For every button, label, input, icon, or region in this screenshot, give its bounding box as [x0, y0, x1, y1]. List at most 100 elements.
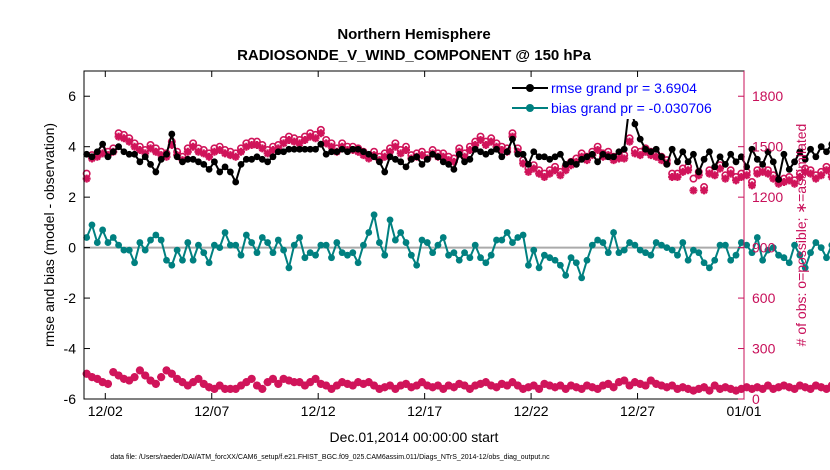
obs-assimilated-point — [300, 135, 309, 144]
obs-assimilated-point — [93, 152, 102, 161]
obs-assimilated-point — [210, 147, 219, 156]
bias-series-point — [125, 246, 133, 254]
bias-series-point — [232, 241, 240, 249]
bias-series-point — [604, 249, 612, 257]
rmse-series-point — [748, 145, 756, 153]
rmse-series-point — [594, 158, 602, 166]
bias-series-point — [578, 274, 586, 282]
obs-count-assimilated-point — [545, 381, 554, 390]
obs-count-assimilated-point — [529, 381, 538, 390]
bias-series-point — [801, 264, 809, 272]
obs-count-assimilated-point — [598, 381, 607, 390]
bias-series-point — [737, 239, 745, 246]
bias-series-point — [493, 236, 500, 244]
bias-series-point — [434, 241, 442, 249]
bias-series-point — [796, 251, 804, 259]
obs-assimilated-point — [710, 171, 719, 180]
rmse-series-point — [439, 158, 447, 166]
bias-series-point — [487, 251, 495, 259]
bias-series-point — [253, 249, 261, 257]
chart-title-line1: Northern Hemisphere — [337, 26, 490, 43]
obs-assimilated-point — [806, 169, 815, 178]
legend-rmse-marker — [526, 84, 534, 92]
obs-count-assimilated-point — [295, 378, 304, 387]
obs-assimilated-point — [290, 137, 299, 146]
bias-series-point — [769, 244, 777, 252]
bias-series-point — [301, 254, 309, 262]
rmse-series-point — [679, 148, 687, 156]
rmse-series-point — [109, 148, 117, 156]
obs-assimilated-point — [205, 152, 214, 161]
obs-assimilated-point — [795, 172, 804, 181]
obs-count-assimilated-point — [258, 384, 267, 393]
obs-count-assimilated-point — [343, 379, 352, 388]
x-tick-label: 12/07 — [194, 403, 229, 419]
rmse-series-point — [376, 158, 383, 166]
obs-count-assimilated-point — [354, 378, 363, 387]
x-tick-label: 12/27 — [620, 403, 655, 419]
obs-count-assimilated-point — [753, 383, 762, 392]
rmse-series-point — [823, 148, 830, 156]
bias-series-point — [136, 239, 144, 246]
obs-assimilated-point — [758, 167, 767, 176]
obs-assimilated-point — [519, 159, 528, 168]
rmse-series-point — [556, 150, 564, 158]
obs-count-assimilated-point — [162, 366, 171, 375]
obs-count-assimilated-point — [407, 383, 416, 392]
bias-series-point — [679, 239, 687, 246]
x-tick-label: 12/22 — [514, 403, 549, 419]
rmse-series-point — [519, 150, 527, 158]
rmse-series-point — [642, 145, 649, 153]
bias-series-point — [242, 231, 250, 239]
bias-series-point — [764, 246, 772, 254]
bias-series-point — [274, 236, 282, 244]
bias-series-point — [152, 231, 160, 239]
obs-assimilated-point — [252, 141, 261, 150]
bias-series-point — [791, 241, 798, 249]
bias-series-point — [509, 239, 516, 246]
obs-count-assimilated-point — [242, 378, 251, 387]
obs-count-assimilated-point — [540, 379, 549, 388]
rmse-series-point — [173, 153, 181, 161]
obs-assimilated-point — [487, 137, 496, 146]
bias-series-point — [258, 234, 266, 241]
rmse-series-point — [157, 155, 165, 163]
bias-series-point — [716, 241, 724, 249]
obs-assimilated-point — [678, 167, 687, 176]
rmse-series-point — [402, 163, 410, 171]
obs-count-assimilated-point — [433, 381, 442, 390]
obs-assimilated-point — [652, 152, 661, 161]
rmse-series-point — [360, 148, 367, 156]
bias-series-point — [344, 251, 351, 259]
obs-count-assimilated-point — [795, 381, 804, 390]
rmse-series-point — [280, 148, 287, 156]
bias-series-point — [205, 259, 213, 267]
rmse-series-point — [391, 155, 399, 163]
obs-count-assimilated-point — [689, 386, 698, 395]
rmse-series-point — [248, 155, 256, 163]
rmse-series-point — [753, 155, 761, 163]
obs-count-assimilated-point — [194, 374, 203, 383]
obs-assimilated-point — [189, 142, 198, 151]
bias-series-point — [391, 236, 399, 244]
obs-assimilated-point — [742, 171, 751, 180]
obs-count-assimilated-point — [375, 384, 384, 393]
obs-assimilated-point — [689, 186, 698, 195]
obs-assimilated-point — [545, 169, 554, 178]
bias-series-point — [668, 246, 676, 254]
rmse-series-point — [674, 158, 681, 166]
obs-assimilated-point — [279, 139, 288, 148]
obs-count-assimilated-point — [524, 383, 533, 392]
bias-series-point — [407, 251, 415, 259]
rmse-series-point — [477, 148, 484, 156]
obs-count-assimilated-point — [657, 381, 666, 390]
obs-count-assimilated-point — [417, 378, 426, 387]
obs-count-assimilated-point — [535, 384, 544, 393]
obs-assimilated-point — [237, 147, 246, 156]
obs-assimilated-point — [311, 134, 320, 143]
rmse-series-point — [716, 153, 724, 161]
obs-count-assimilated-point — [199, 379, 208, 388]
bias-series-point — [572, 259, 580, 267]
rmse-series-point — [455, 150, 463, 158]
obs-count-assimilated-point — [316, 379, 325, 388]
